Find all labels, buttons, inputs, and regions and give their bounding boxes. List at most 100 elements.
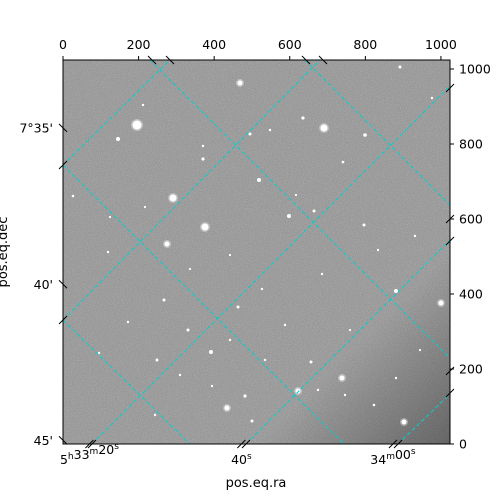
star <box>228 253 232 257</box>
top-tick-label: 0 <box>59 37 67 52</box>
star <box>201 144 205 148</box>
world-tick-mark <box>445 236 455 246</box>
world-tick-mark <box>445 366 455 376</box>
world-tick-mark <box>318 55 328 65</box>
star <box>236 305 240 309</box>
top-tick-label: 1000 <box>425 37 457 52</box>
ra-tick-label: 40s <box>231 452 252 467</box>
x-axis-title: pos.eq.ra <box>226 476 287 491</box>
ra-axis: 5h33m20s 40s 34m00s <box>60 439 416 467</box>
world-tick-mark <box>165 55 175 65</box>
dec-tick-label: 45' <box>34 433 53 448</box>
top-tick-label: 400 <box>202 37 226 52</box>
grid-line <box>63 60 171 166</box>
star <box>169 194 177 202</box>
star <box>153 413 157 417</box>
star <box>309 360 313 364</box>
top-tick-label: 600 <box>278 37 302 52</box>
star <box>164 241 170 247</box>
star <box>71 194 75 198</box>
star <box>362 223 366 227</box>
dec-tick-mark <box>58 279 68 289</box>
world-tick-mark <box>241 439 251 449</box>
star <box>126 320 130 324</box>
star <box>162 298 166 302</box>
grid-line <box>397 393 450 444</box>
right-pixel-axis: 0 200 400 600 800 1000 <box>445 62 491 452</box>
star <box>268 128 272 132</box>
star <box>132 120 142 130</box>
star <box>116 137 120 141</box>
grid-line <box>63 164 345 444</box>
coordinate-grid <box>63 60 450 444</box>
star <box>438 300 444 306</box>
top-tick-label: 200 <box>127 37 151 52</box>
star <box>283 323 287 327</box>
dec-tick-label: 7°35' <box>19 120 53 135</box>
star <box>312 209 316 213</box>
grid-line <box>63 60 321 321</box>
star <box>210 384 214 388</box>
star <box>263 358 267 362</box>
star <box>97 351 101 355</box>
right-tick-label: 1000 <box>459 62 491 77</box>
star <box>413 234 417 238</box>
star <box>178 373 182 377</box>
star <box>186 328 190 332</box>
world-tick-mark <box>147 55 157 65</box>
star <box>363 133 367 137</box>
star <box>287 214 291 218</box>
dec-axis: 7°35' 40' 45' <box>19 120 68 448</box>
star <box>339 375 345 381</box>
star <box>341 160 345 164</box>
star <box>143 205 147 209</box>
world-tick-mark <box>58 315 68 325</box>
star <box>224 405 230 411</box>
star <box>320 272 324 276</box>
right-tick-label: 400 <box>459 287 483 302</box>
star <box>257 178 261 182</box>
right-tick-label: 800 <box>459 137 483 152</box>
right-tick-label: 600 <box>459 212 483 227</box>
star <box>301 116 305 120</box>
dec-tick-mark <box>58 123 68 133</box>
star <box>320 124 328 132</box>
world-tick-mark <box>87 439 97 449</box>
star <box>372 403 376 407</box>
grid-line <box>63 319 191 444</box>
grid-line <box>304 60 450 206</box>
plot-frame <box>62 59 451 445</box>
ra-tick-mark <box>388 439 398 449</box>
ra-tick-label: 5h33m20s <box>60 442 119 467</box>
world-tick-mark <box>445 388 455 398</box>
star <box>108 215 112 219</box>
ra-tick-label: 34m00s <box>370 447 416 467</box>
sky-image <box>63 60 450 444</box>
star <box>106 250 110 254</box>
star <box>188 267 192 271</box>
star <box>376 248 380 252</box>
grid-line <box>149 60 450 359</box>
world-tick-mark <box>445 83 455 93</box>
y-axis-title: pos.eq.dec <box>0 217 11 288</box>
world-tick-mark <box>393 439 403 449</box>
star <box>155 358 159 362</box>
world-tick-mark <box>58 160 68 170</box>
star <box>430 96 434 100</box>
dec-tick-label: 40' <box>34 277 53 292</box>
star <box>141 103 145 107</box>
star <box>316 388 320 392</box>
star <box>394 376 398 380</box>
star <box>348 328 352 332</box>
star <box>394 289 398 293</box>
star <box>294 193 298 197</box>
star <box>250 419 254 423</box>
ra-tick-mark <box>85 439 94 449</box>
star <box>228 338 232 342</box>
top-pixel-axis: 0 200 400 600 800 1000 <box>59 37 457 65</box>
star <box>248 132 252 136</box>
star <box>418 348 422 352</box>
star <box>237 80 243 86</box>
star <box>401 419 407 425</box>
